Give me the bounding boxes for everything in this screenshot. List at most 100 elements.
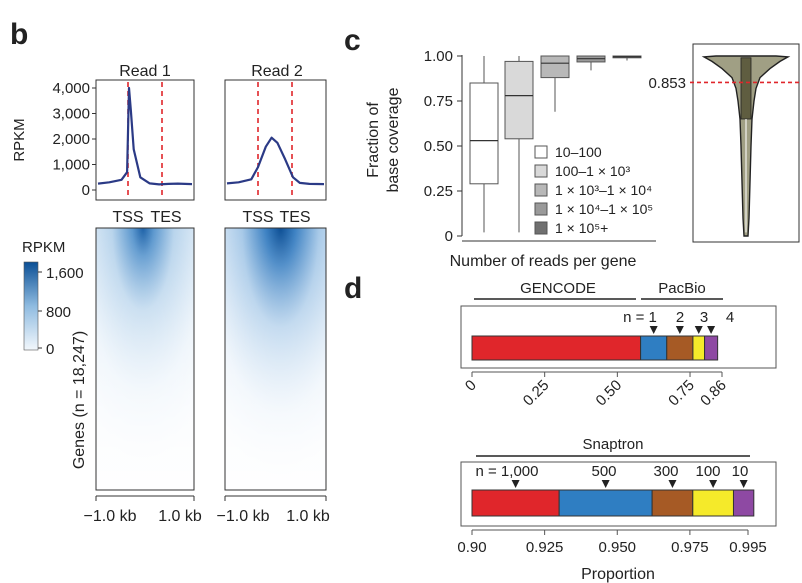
stacked-segment — [692, 489, 734, 517]
snaptron-label: Snaptron — [583, 436, 644, 453]
legend-swatch — [534, 164, 548, 178]
profile-y-tick-label: 2,000 — [52, 131, 90, 148]
segment-label: 3 — [700, 309, 708, 326]
d-x-label: Proportion — [581, 566, 655, 583]
profile-y-tick-label: 1,000 — [52, 157, 90, 174]
segment-arrow — [675, 326, 684, 334]
read2-heatmap — [224, 227, 327, 491]
legend-swatch — [534, 221, 548, 235]
read1-profile-frame — [95, 79, 195, 201]
segment-label: 4 — [726, 309, 734, 326]
c-boxplots — [469, 55, 642, 233]
stacked-x-tick-label: 0.995 — [729, 539, 767, 556]
box-rect — [540, 55, 570, 79]
stacked-frame — [460, 461, 777, 527]
profile-y-tick-label: 4,000 — [52, 80, 90, 97]
legend-label: 100–1 × 10³ — [555, 163, 630, 179]
segment-arrow — [601, 480, 610, 488]
stacked-segment — [558, 489, 653, 517]
stacked-x-tick-label: 0.925 — [526, 539, 564, 556]
colorbar — [23, 261, 39, 351]
read1-tss-label: TSS — [112, 209, 143, 226]
stacked-x-tick-label: 0.75 — [665, 377, 698, 410]
colorbar-tick-1600: 1,600 — [46, 265, 84, 282]
segment-label: 2 — [676, 309, 684, 326]
segment-arrow — [739, 480, 748, 488]
read2-xtick-neg: −1.0 kb — [217, 508, 270, 525]
stacked-segment — [471, 335, 642, 361]
stacked-segment — [640, 335, 668, 361]
c-legend: 10–100 100–1 × 10³ 1 × 10³–1 × 10⁴ 1 × 10⁴–… — [534, 144, 653, 236]
box-rect — [504, 60, 534, 140]
profile-y-label: RPKM — [11, 118, 28, 161]
read1-tes-label: TES — [150, 209, 181, 226]
read1-xtick-neg: −1.0 kb — [84, 508, 137, 525]
legend-swatch — [534, 202, 548, 216]
stacked-segment — [692, 335, 706, 361]
stacked-x-tick-label: 0.950 — [598, 539, 636, 556]
segment-label: 10 — [732, 463, 749, 480]
stacked-x-tick-label: 0.50 — [593, 377, 626, 410]
read2-tss-label: TSS — [242, 209, 273, 226]
segment-arrow — [709, 480, 718, 488]
stacked-x-tick-label: 0.86 — [697, 377, 730, 410]
segment-arrow — [694, 326, 703, 334]
read2-xtick-pos: 1.0 kb — [286, 508, 330, 525]
legend-swatch — [534, 183, 548, 197]
violin-plot — [690, 55, 799, 237]
c-y-label-line1: Fraction of — [365, 102, 382, 178]
heatmap-y-label: Genes (n = 18,247) — [71, 331, 88, 469]
stacked-x-tick-label: 0.90 — [457, 539, 486, 556]
stacked-segment — [651, 489, 694, 517]
profile-y-tick-label: 3,000 — [52, 106, 90, 123]
read2-tes-label: TES — [279, 209, 310, 226]
legend-label: 10–100 — [555, 144, 602, 160]
c-y-tick-label: 0 — [445, 228, 453, 245]
panel-label-d: d — [344, 272, 362, 305]
panel-label-b: b — [10, 18, 28, 51]
violin-mean-label: 0.853 — [648, 75, 686, 92]
box-rect — [469, 82, 499, 185]
c-y-tick-label: 0.50 — [424, 138, 453, 155]
segment-label: 100 — [695, 463, 720, 480]
violin-frame — [692, 43, 800, 243]
colorbar-ticks — [38, 271, 42, 349]
segment-arrow — [511, 480, 520, 488]
pacbio-label: PacBio — [658, 280, 706, 297]
colorbar-tick-0: 0 — [46, 341, 54, 358]
segment-arrow — [649, 326, 658, 334]
stacked-segment — [471, 489, 560, 517]
read1-heatmap — [95, 227, 195, 491]
segment-arrow — [668, 480, 677, 488]
profile-line-2 — [226, 136, 325, 186]
segment-arrow — [707, 326, 716, 334]
segment-label: 300 — [653, 463, 678, 480]
segment-label: 500 — [591, 463, 616, 480]
violin-inner-box — [740, 57, 752, 120]
c-y-ticks: 0 0.25 0.50 0.75 1.00 — [424, 48, 462, 245]
legend-label: 1 × 10⁴–1 × 10⁵ — [555, 201, 653, 217]
panel-label-c: c — [344, 24, 361, 57]
profile-y-axis: 0 1,000 2,000 3,000 4,000 — [52, 80, 97, 199]
stacked-x-tick-label: 0 — [462, 377, 480, 395]
profile-traces — [97, 82, 325, 198]
segment-label: n = 1,000 — [476, 463, 539, 480]
stacked-segment — [666, 335, 694, 361]
profile-line-1 — [97, 86, 193, 186]
stacked-segment — [732, 489, 755, 517]
c-x-label: Number of reads per gene — [450, 253, 637, 270]
heatmap-x-axis — [95, 495, 327, 501]
c-y-tick-label: 0.25 — [424, 183, 453, 200]
c-y-tick-label: 0.75 — [424, 93, 453, 110]
segment-label: n = 1 — [623, 309, 657, 326]
profile-y-tick-label: 0 — [82, 182, 90, 199]
colorbar-tick-800: 800 — [46, 304, 71, 321]
read1-title: Read 1 — [119, 63, 171, 80]
gencode-label: GENCODE — [520, 280, 596, 297]
stacked-x-tick-label: 0.975 — [671, 539, 709, 556]
c-y-tick-label: 1.00 — [424, 48, 453, 65]
legend-label: 1 × 10⁵+ — [555, 220, 608, 236]
c-y-label-line2: base coverage — [385, 87, 402, 192]
